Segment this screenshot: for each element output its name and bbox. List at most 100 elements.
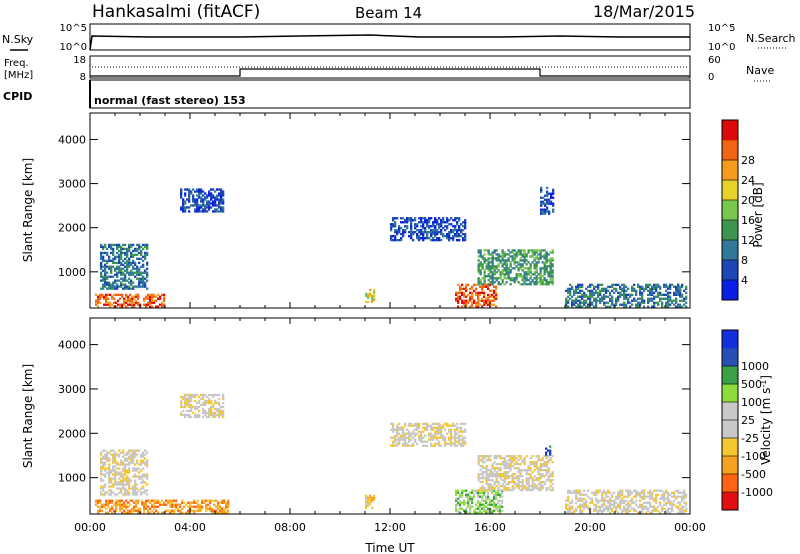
echo-cell bbox=[202, 401, 205, 405]
echo-cell bbox=[208, 208, 211, 211]
echo-cell bbox=[499, 457, 502, 460]
echo-cell bbox=[138, 283, 141, 286]
echo-cell bbox=[206, 411, 209, 415]
echo-cell bbox=[99, 297, 102, 300]
echo-cell bbox=[573, 289, 576, 292]
echo-cell bbox=[402, 438, 405, 441]
echo-cell bbox=[581, 499, 584, 502]
echo-cell bbox=[111, 501, 114, 504]
echo-cell bbox=[497, 281, 500, 284]
echo-cell bbox=[116, 247, 119, 251]
echo-cell bbox=[546, 190, 549, 193]
echo-cell bbox=[609, 293, 612, 296]
echo-cell bbox=[422, 239, 425, 242]
echo-cell bbox=[491, 267, 494, 270]
echo-cell bbox=[136, 483, 139, 486]
echo-cell bbox=[539, 467, 542, 470]
echo-cell bbox=[222, 409, 225, 413]
echo-cell bbox=[222, 192, 225, 195]
echo-cell bbox=[503, 267, 506, 270]
echo-cell bbox=[465, 507, 468, 510]
echo-cell bbox=[165, 509, 168, 512]
echo-cell bbox=[543, 483, 546, 486]
echo-cell bbox=[108, 285, 111, 288]
echo-cell bbox=[418, 239, 421, 242]
echo-cell bbox=[475, 489, 478, 492]
echo-cell bbox=[531, 471, 534, 474]
echo-cell bbox=[499, 503, 502, 506]
echo-cell bbox=[191, 501, 194, 504]
echo-cell bbox=[517, 459, 520, 462]
echo-cell bbox=[146, 275, 149, 278]
echo-cell bbox=[128, 277, 131, 280]
echo-cell bbox=[460, 442, 463, 445]
echo-cell bbox=[507, 463, 510, 466]
echo-cell bbox=[519, 475, 522, 478]
echo-cell bbox=[499, 273, 502, 276]
echo-cell bbox=[547, 461, 550, 464]
echo-cell bbox=[109, 507, 112, 510]
echo-cell bbox=[105, 301, 108, 304]
echo-cell bbox=[149, 293, 152, 296]
echo-cell bbox=[110, 477, 113, 480]
echo-cell bbox=[577, 497, 580, 500]
echo-cell bbox=[194, 210, 197, 213]
echo-cell bbox=[128, 287, 131, 290]
echo-cell bbox=[126, 471, 129, 474]
echo-cell bbox=[106, 471, 109, 474]
x-tick-label: 08:00 bbox=[274, 521, 306, 534]
echo-cell bbox=[112, 461, 115, 464]
echo-cell bbox=[505, 259, 508, 262]
echo-cell bbox=[653, 291, 656, 294]
echo-cell bbox=[188, 206, 191, 209]
echo-cell bbox=[567, 499, 570, 502]
echo-cell bbox=[595, 301, 598, 304]
echo-cell bbox=[404, 229, 407, 232]
echo-cell bbox=[212, 196, 215, 199]
echo-cell bbox=[426, 444, 429, 447]
echo-cell bbox=[153, 499, 156, 502]
echo-cell bbox=[543, 273, 546, 276]
echo-cell bbox=[669, 501, 672, 504]
echo-cell bbox=[463, 293, 466, 296]
echo-cell bbox=[523, 457, 526, 460]
echo-cell bbox=[473, 301, 476, 304]
echo-cell bbox=[157, 505, 160, 508]
echo-cell bbox=[108, 265, 111, 268]
echo-cell bbox=[635, 303, 638, 306]
echo-cell bbox=[196, 405, 199, 409]
echo-cell bbox=[200, 188, 203, 191]
echo-cell bbox=[140, 463, 143, 466]
echo-cell bbox=[495, 277, 498, 280]
echo-cell bbox=[142, 455, 145, 458]
echo-cell bbox=[463, 291, 466, 294]
echo-cell bbox=[487, 287, 490, 290]
echo-cell bbox=[404, 444, 407, 447]
echo-cell bbox=[108, 283, 111, 286]
echo-cell bbox=[679, 507, 682, 510]
echo-cell bbox=[142, 265, 145, 268]
echo-cell bbox=[681, 511, 684, 514]
echo-cell bbox=[104, 491, 107, 494]
echo-cell bbox=[147, 301, 150, 304]
echo-cell bbox=[615, 283, 618, 286]
echo-cell bbox=[210, 405, 213, 409]
echo-cell bbox=[639, 293, 642, 296]
echo-cell bbox=[487, 253, 490, 256]
echo-cell bbox=[551, 271, 554, 274]
echo-cell bbox=[527, 488, 530, 492]
echo-cell bbox=[422, 225, 425, 228]
echo-cell bbox=[101, 509, 104, 512]
echo-cell bbox=[639, 291, 642, 294]
echo-cell bbox=[100, 471, 103, 474]
echo-cell bbox=[639, 303, 642, 306]
echo-cell bbox=[448, 235, 451, 238]
echo-cell bbox=[130, 479, 133, 482]
echo-cell bbox=[223, 509, 226, 512]
echo-cell bbox=[115, 503, 118, 506]
echo-cell bbox=[483, 503, 486, 506]
echo-cell bbox=[408, 440, 411, 443]
echo-cell bbox=[505, 473, 508, 476]
echo-cell bbox=[450, 229, 453, 232]
echo-cell bbox=[625, 297, 628, 300]
